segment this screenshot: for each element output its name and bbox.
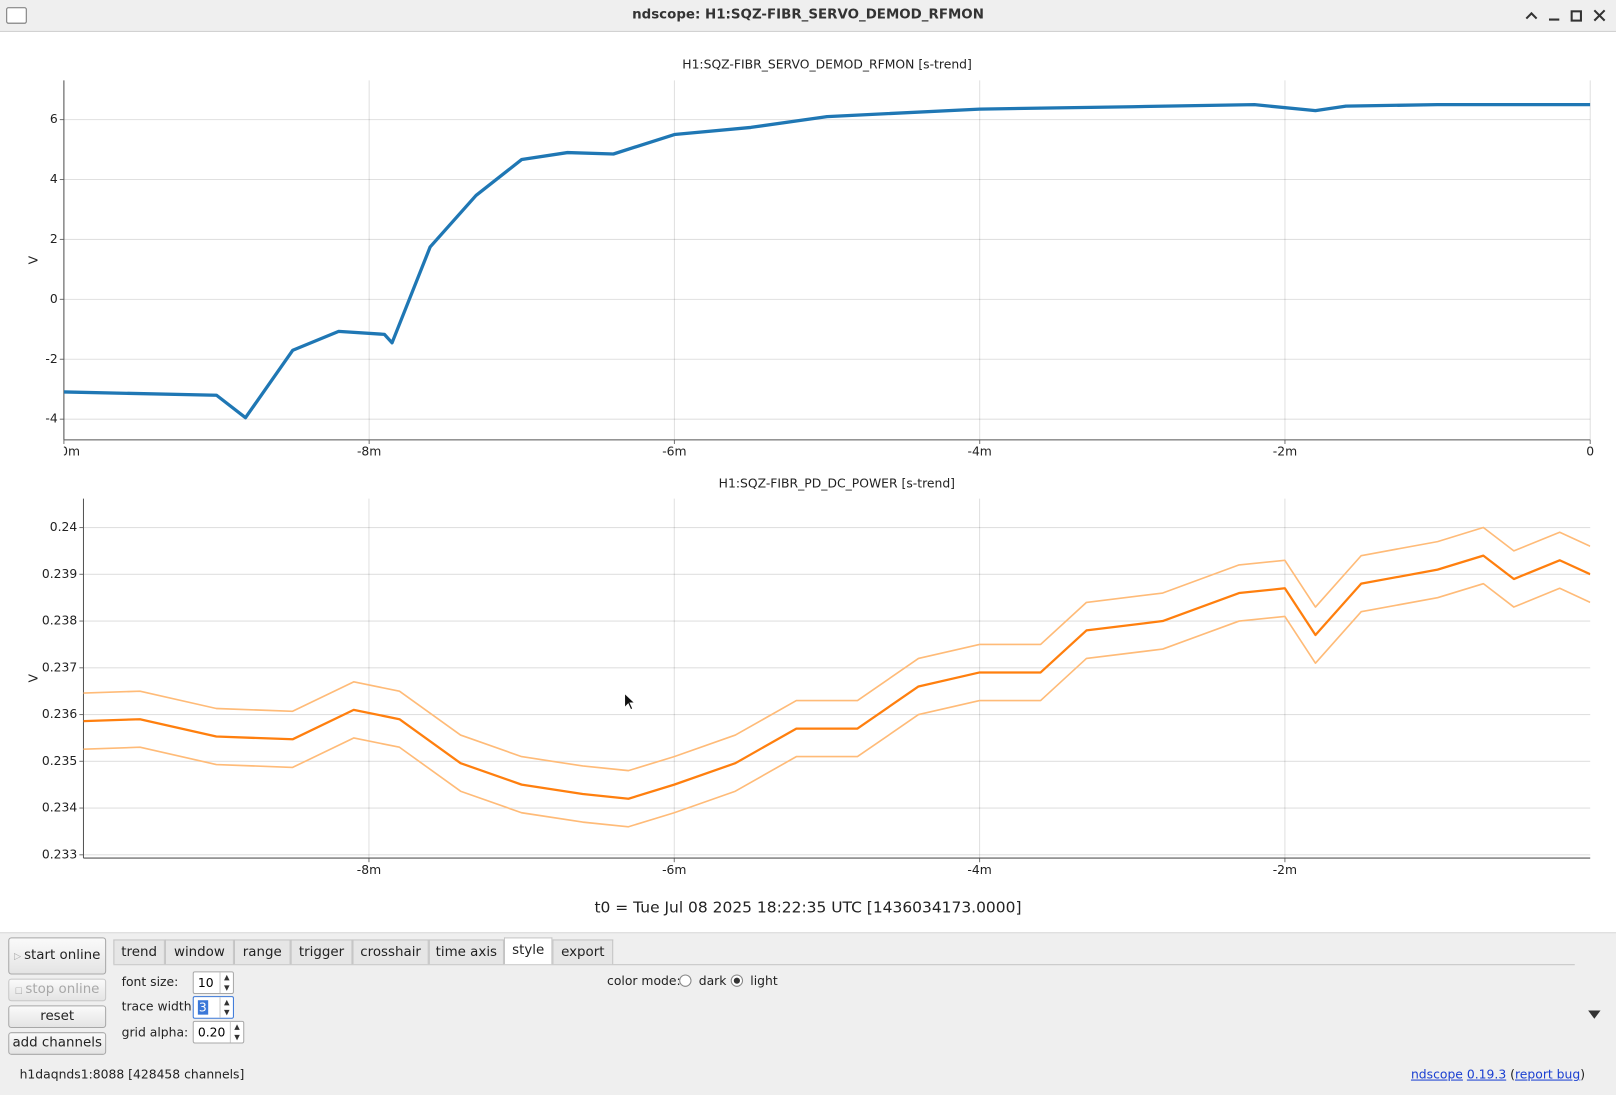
t0-label: t0 = Tue Jul 08 2025 18:22:35 UTC [14360…: [594, 898, 1022, 917]
tab[interactable]: range: [233, 939, 291, 965]
spin-value: 10: [197, 975, 214, 990]
x-tick-label: -6m: [662, 863, 686, 877]
y-tick-label: 0.236: [42, 707, 78, 721]
y-tick-label: -2: [45, 352, 57, 366]
button-label: start online: [24, 947, 101, 964]
version-link[interactable]: 0.19.3: [1466, 1067, 1507, 1082]
paren: (: [1510, 1067, 1515, 1082]
trace-width-label: trace width:: [121, 999, 196, 1014]
color-mode-label: color mode:: [607, 973, 681, 988]
x-tick-label: -2m: [1273, 445, 1297, 459]
mouse-cursor: [624, 692, 637, 711]
y-tick-label: 6: [50, 112, 58, 126]
traces: [63, 103, 1591, 420]
minimize-up[interactable]: [1525, 11, 1538, 20]
y-tick-label: 0.235: [42, 754, 77, 768]
chart: H1:SQZ-FIBR_SERVO_DEMOD_RFMON [s-trend] V…: [27, 57, 1595, 458]
reset-button[interactable]: reset: [8, 1005, 107, 1029]
y-tick-label: 4: [50, 172, 58, 186]
spin-arrows[interactable]: ▲ ▼: [219, 997, 233, 1018]
app-link[interactable]: ndscope: [1410, 1067, 1463, 1082]
paren: ): [1580, 1067, 1586, 1082]
add-channels-button[interactable]: add channels: [8, 1032, 107, 1055]
y-tick-label: 2: [50, 232, 58, 246]
tab[interactable]: window: [164, 939, 234, 965]
y-tick-label: -4: [45, 412, 57, 426]
spin-value: 0.20: [197, 1024, 226, 1040]
chart: H1:SQZ-FIBR_PD_DC_POWER [s-trend] V 0.233 0…: [27, 477, 1591, 877]
y-tick-label: 0.238: [42, 614, 78, 628]
trace-width-spinbox[interactable]: 3 ▲ ▼: [192, 996, 234, 1019]
spin-arrows[interactable]: ▲ ▼: [219, 972, 233, 994]
spin-arrows[interactable]: ▲ ▼: [229, 1021, 243, 1043]
trace: [83, 582, 1591, 828]
grid-alpha-spinbox[interactable]: 0.20 ▲ ▼: [192, 1020, 245, 1044]
x-tick-label: -10m: [48, 445, 80, 459]
plots: H1:SQZ-FIBR_SERVO_DEMOD_RFMON [s-trend] V…: [27, 57, 1595, 877]
button-label: add channels: [12, 1035, 102, 1051]
y-tick-label: 0.234: [42, 801, 78, 815]
x-tick-label: -6m: [662, 445, 686, 459]
trace: [63, 103, 1591, 420]
font-size-spinbox[interactable]: 10 ▲ ▼: [192, 971, 234, 995]
button-label: reset: [40, 1008, 75, 1024]
y-axis-label: V: [27, 255, 41, 264]
x-tick-label: -4m: [967, 863, 991, 877]
report-bug-link[interactable]: report bug: [1514, 1067, 1581, 1082]
light-label: light: [750, 973, 778, 988]
tab[interactable]: time axis: [428, 939, 504, 965]
tab[interactable]: trend: [113, 939, 165, 965]
title-bar: ndscope: H1:SQZ-FIBR_SERVO_DEMOD_RFMON: [0, 0, 1616, 32]
y-axis-label: V: [27, 674, 41, 683]
start-online-button[interactable]: ▷ start online: [8, 937, 107, 975]
trace: [83, 554, 1591, 800]
tab[interactable]: export: [552, 939, 614, 965]
x-tick-label: -2m: [1273, 863, 1297, 877]
spin-value: 3: [197, 1000, 208, 1015]
tab-active[interactable]: style: [503, 937, 553, 965]
x-tick-labels: -10m -8m -6m -4m -2m 0: [48, 445, 1594, 459]
y-tick-label: 0.24: [50, 520, 78, 534]
dark-label: dark: [698, 973, 727, 988]
y-tick-label: 0.239: [42, 567, 77, 581]
status-server: h1daqnds1:8088 [428458 channels]: [19, 1067, 245, 1082]
trace: [83, 526, 1591, 772]
x-tick-label: -8m: [357, 863, 381, 877]
x-tick-label: -8m: [357, 445, 381, 459]
radio-light[interactable]: [730, 974, 744, 987]
y-tick-label: 0: [50, 292, 58, 306]
y-tick-label: 0.233: [42, 847, 77, 861]
traces: [83, 526, 1591, 828]
tab[interactable]: trigger: [290, 939, 353, 965]
grid-alpha-label: grid alpha:: [121, 1024, 189, 1040]
stop-online-button: □ stop online: [8, 978, 107, 1002]
x-tick-labels: -8m -6m -4m -2m: [357, 863, 1297, 877]
chart-title: H1:SQZ-FIBR_SERVO_DEMOD_RFMON [s-trend]: [682, 57, 972, 71]
close[interactable]: [1593, 9, 1606, 22]
expand-arrow[interactable]: [1587, 1009, 1601, 1019]
app-icon: [6, 7, 27, 24]
tab-bar-line: [113, 964, 1575, 966]
radio-dark[interactable]: [679, 974, 692, 987]
font-size-label: font size:: [121, 974, 179, 989]
y-tick-label: 0.237: [42, 660, 77, 674]
window-title: ndscope: H1:SQZ-FIBR_SERVO_DEMOD_RFMON: [632, 7, 984, 23]
x-tick-label: 0: [1586, 445, 1594, 459]
status-app: ndscope 0.19.3 (report bug): [1411, 1067, 1585, 1081]
tab[interactable]: crosshair: [352, 939, 429, 965]
x-tick-label: -4m: [967, 445, 991, 459]
chart-title: H1:SQZ-FIBR_PD_DC_POWER [s-trend]: [719, 477, 955, 491]
button-label: stop online: [25, 981, 100, 998]
window-buttons: [1525, 9, 1606, 22]
maximize[interactable]: [1570, 10, 1582, 22]
